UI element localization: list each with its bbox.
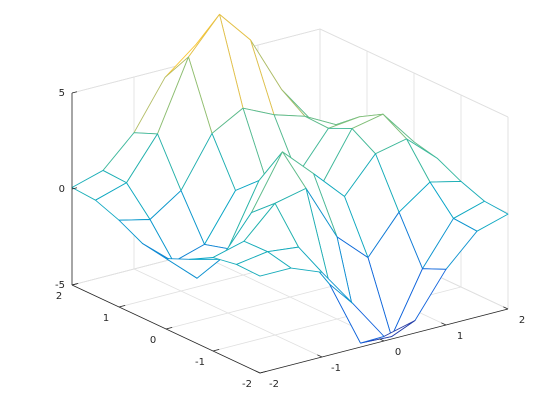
x-tick	[441, 322, 447, 326]
mesh-cell	[236, 251, 292, 277]
y-tick-label: 0	[150, 335, 156, 346]
x-tick	[503, 306, 509, 310]
x-tick	[317, 354, 323, 358]
y-tick-label: -1	[195, 357, 205, 368]
z-tick	[71, 91, 78, 94]
z-tick	[71, 283, 78, 286]
z-tick-label: 5	[59, 88, 65, 99]
z-tick-label: 0	[59, 184, 65, 195]
y-tick-label: 2	[56, 291, 62, 302]
y-tick-label: -2	[242, 379, 252, 390]
x-tick-label: 1	[457, 331, 463, 342]
mesh-surface	[71, 13, 509, 344]
x-tick-label: 0	[395, 347, 401, 358]
x-tick-label: -2	[269, 379, 279, 390]
x-tick	[379, 338, 385, 342]
x-tick-label: 2	[519, 315, 525, 326]
x-tick-label: -1	[331, 363, 341, 374]
grid-line	[319, 28, 509, 118]
y-tick	[165, 327, 173, 330]
y-tick	[118, 305, 126, 308]
y-tick-label: 1	[103, 313, 109, 324]
z-tick	[71, 187, 78, 190]
y-tick	[212, 349, 220, 352]
x-axis-line	[259, 308, 509, 374]
y-axis-line	[71, 284, 261, 374]
z-tick-label: -5	[55, 280, 65, 291]
